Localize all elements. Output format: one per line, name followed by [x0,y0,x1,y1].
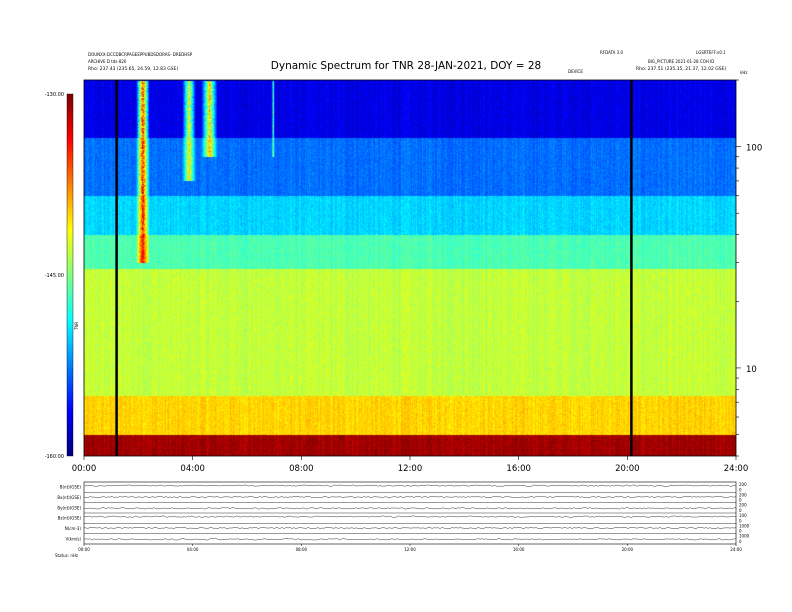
header-right-line3: Rho: 237.51 (235.35, 21.37, 12.02 GSE) [636,66,726,72]
spectrogram-heatmap [84,80,736,456]
footer-label: Status: nHz [55,553,78,558]
header-right-line2: BIG_PICTURE 2021-01-28 COH ID [648,59,714,64]
panel-right-tick: 0 [739,498,742,503]
x-axis: 00:00 04:00 08:00 12:00 16:00 20:00 24:00 [72,456,749,474]
panel-trace [83,538,737,541]
x-tick-label: 12:00 [398,464,423,474]
vertical-markers [115,80,633,456]
colorbar-label: TNR [74,322,79,331]
x-tick-label: 16:00 [506,464,531,474]
colorbar: TNR [66,93,79,457]
x-tick-label: 24:00 [724,464,749,474]
x-tick-label: 04:00 [180,464,205,474]
panel-x-tick-label: 16:00 [513,547,525,552]
panel-x-tick-label: 00:00 [78,547,90,552]
header-center-small: DEVICE [568,69,583,74]
panel-trace [83,515,737,518]
panel-right-tick: 200 [739,492,747,497]
panel-label: By(nt)(GSE) [57,505,81,510]
panel-right-tick: 0 [739,508,742,513]
panel-label: N(cm-3) [65,526,82,531]
colorbar-ticks: -130.00 -145.00 -160.00 [45,92,64,460]
chart-title: Dynamic Spectrum for TNR 28-JAN-2021, DO… [271,60,541,72]
panel-x-tick-label: 24:00 [730,547,742,552]
panel-label: Bz(nt)(GSE) [58,516,82,521]
panel-right-tick: 0 [739,539,742,544]
colorbar-gradient [66,93,74,457]
panel-trace [83,484,737,487]
right-unit-label: kHz [740,70,747,75]
header-left-line2: ARCHIVE D tds-820 [88,59,127,64]
panel-right-tick: 0 [739,518,742,523]
x-tick-label: 00:00 [72,464,97,474]
panel-trace [83,507,737,510]
colorbar-tick-label: -145.00 [45,273,64,279]
colorbar-tick-label: -160.00 [45,454,64,460]
panel-trace [83,496,737,498]
panel-x-tick-label: 20:00 [622,547,634,552]
x-tick-label: 08:00 [289,464,314,474]
panel-trace [83,526,737,530]
panel-x-tick-label: 08:00 [296,547,308,552]
panel-label: V(km/s) [65,536,81,541]
header-left-line1: DOUNXX-DCCDBCRPAGEEPPUBDSDORAS- DREDHSP [88,52,193,57]
y-axis-right: 100 10 [736,79,762,457]
header-right-top1: RFDATA 3.0 [600,50,623,55]
panel-right-tick: 200 [739,503,747,508]
panel-right-tick: 1000 [739,523,750,528]
panel-right-tick: 200 [739,482,747,487]
panel-label: B(nt)(GSE) [60,485,82,490]
x-tick-label: 20:00 [615,464,640,474]
y-tick-label: 10 [746,365,757,375]
panel-x-tick-label: 04:00 [187,547,199,552]
header-right-top2: LGSRTEFF:v0.1 [696,50,726,55]
parameter-panels: B(nt)(GSE)2000Bx(nt)(GSE)2000By(nt)(GSE)… [57,481,750,552]
header-left-line3: Rho: 237.43 (235.65, 24.59, 12.83 GSE) [88,66,178,72]
panel-right-tick: 0 [739,487,742,492]
panel-x-tick-label: 12:00 [404,547,416,552]
panel-right-tick: 1000 [739,534,750,539]
spectrogram-area [83,79,737,457]
panel-label: Bx(nt)(GSE) [57,495,81,500]
colorbar-tick-label: -130.00 [45,92,64,98]
y-tick-label: 100 [746,144,762,154]
panel-right-tick: 100 [739,513,747,518]
panel-right-tick: 0 [739,529,742,534]
